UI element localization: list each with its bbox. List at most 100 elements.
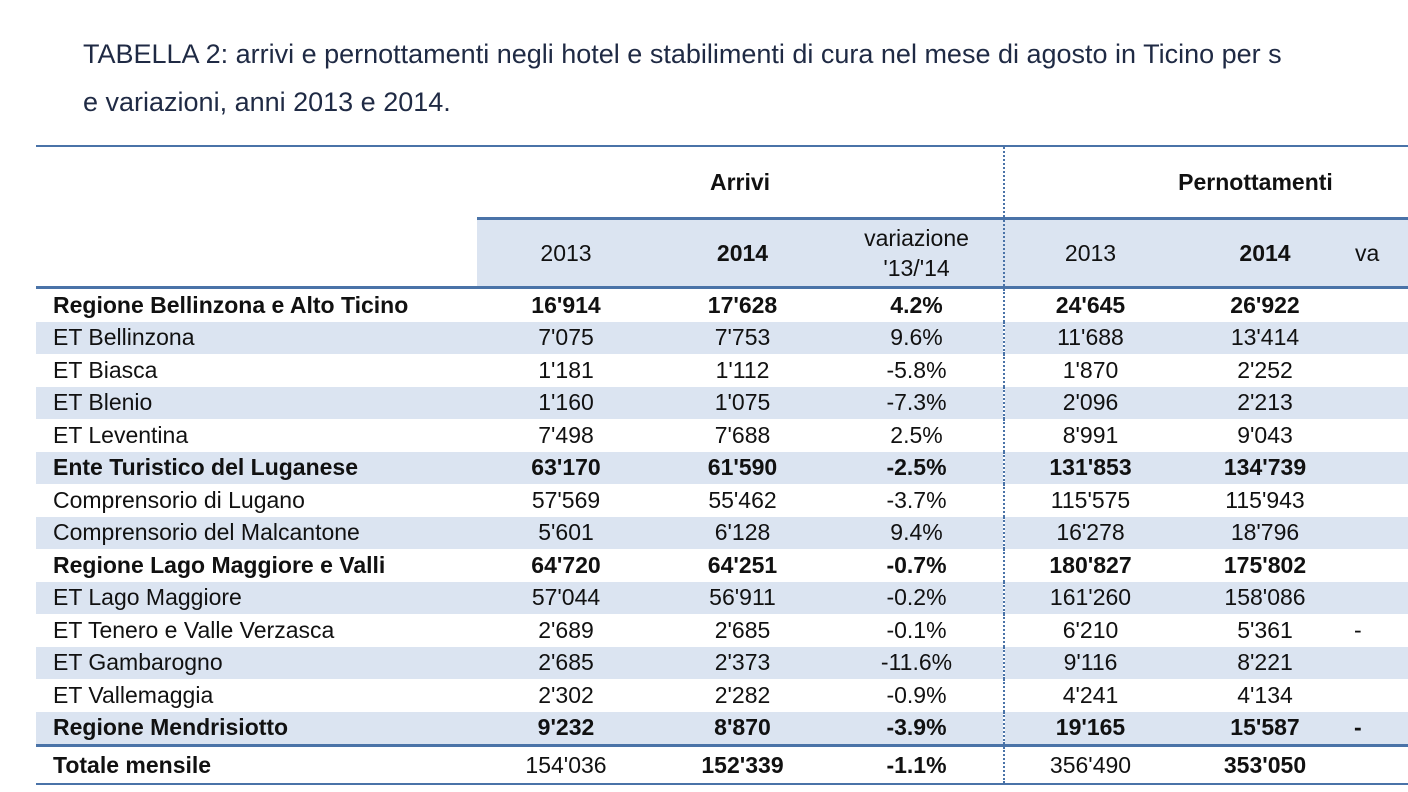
total-pern-2014: 353'050 bbox=[1176, 744, 1354, 785]
cell-pern-2014: 2'213 bbox=[1176, 386, 1354, 419]
arrivals-overnights-table: Arrivi Pernottamenti 2013 2014 variazion… bbox=[36, 145, 1408, 785]
header-arrivi-2014: 2014 bbox=[655, 218, 830, 289]
header-pern-2013: 2013 bbox=[1003, 218, 1176, 289]
cell-arrivi-2014: 1'112 bbox=[715, 356, 770, 383]
cell-arrivi-var: -3.7% bbox=[886, 486, 947, 513]
cell-arrivi-2013: 5'601 bbox=[477, 516, 655, 549]
total-pern-2013: 356'490 bbox=[1003, 744, 1176, 785]
cell-pern-2014: 158'086 bbox=[1176, 581, 1354, 614]
cell-arrivi-2013: 2'689 bbox=[538, 616, 594, 643]
cell-arrivi-2013: 57'569 bbox=[531, 486, 601, 513]
table-row: Regione Lago Maggiore e Valli 64'720 64'… bbox=[36, 549, 1408, 582]
cell-arrivi-2014: 64'251 bbox=[707, 551, 778, 578]
cell-pern-2014: 4'134 bbox=[1237, 681, 1293, 708]
cell-pern-2013: 2'096 bbox=[1003, 386, 1176, 419]
cell-pern-2013: 9'116 bbox=[1003, 646, 1176, 679]
row-label: Comprensorio del Malcantone bbox=[36, 516, 477, 549]
cell-pern-2013: 115'575 bbox=[1003, 484, 1176, 517]
cell-pern-2014: 2'252 bbox=[1237, 356, 1293, 383]
table-row: ET Blenio 1'160 1'075 -7.3% 2'096 2'213 bbox=[36, 386, 1408, 419]
row-label: ET Bellinzona bbox=[36, 321, 477, 354]
cell-arrivi-2014: 56'911 bbox=[655, 581, 830, 614]
header-pern-var-fragment: va bbox=[1355, 240, 1380, 266]
cell-pern-var bbox=[1354, 516, 1408, 549]
cell-arrivi-var: -2.5% bbox=[830, 451, 1004, 484]
row-label: ET Leventina bbox=[53, 421, 189, 448]
cell-arrivi-2013: 16'914 bbox=[531, 291, 601, 318]
cell-arrivi-2013: 9'232 bbox=[477, 711, 655, 746]
cell-pern-2013: 6'210 bbox=[1003, 614, 1176, 647]
cell-arrivi-2014: 6'128 bbox=[655, 516, 830, 549]
cell-arrivi-2014: 55'462 bbox=[708, 486, 777, 513]
row-label: Regione Lago Maggiore e Valli bbox=[53, 551, 386, 578]
caption-line-2: e variazioni, anni 2013 e 2014. bbox=[83, 87, 451, 117]
table-body: Regione Bellinzona e Alto Ticino 16'914 … bbox=[36, 287, 1408, 785]
cell-arrivi-var: -7.3% bbox=[830, 386, 1004, 419]
cell-pern-2014: 8'221 bbox=[1176, 646, 1354, 679]
total-pern-var bbox=[1354, 744, 1408, 785]
cell-arrivi-var: 2.5% bbox=[890, 421, 943, 448]
cell-arrivi-2014: 7'688 bbox=[714, 421, 771, 448]
cell-arrivi-2013: 63'170 bbox=[477, 451, 655, 484]
cell-pern-var bbox=[1354, 288, 1408, 322]
cell-pern-var bbox=[1354, 451, 1408, 484]
cell-arrivi-2014: 17'628 bbox=[707, 291, 778, 318]
header-blank bbox=[36, 145, 477, 219]
cell-arrivi-var: -3.9% bbox=[830, 711, 1004, 746]
header-years-row: 2013 2014 variazione '13/'14 2013 2014 v… bbox=[36, 218, 1408, 289]
row-label: ET Lago Maggiore bbox=[36, 581, 477, 614]
cell-arrivi-2014: 2'282 bbox=[714, 681, 771, 708]
table-row: ET Biasca 1'181 1'112 -5.8% 1'870 2'252 bbox=[36, 354, 1408, 387]
cell-arrivi-2013: 2'685 bbox=[477, 646, 655, 679]
header-variazione-line1: variazione bbox=[864, 225, 969, 251]
total-arrivi-2014: 152'339 bbox=[655, 744, 830, 785]
cell-arrivi-2014: 1'075 bbox=[655, 386, 830, 419]
cell-arrivi-2013: 2'302 bbox=[538, 681, 594, 708]
cell-pern-2014: 134'739 bbox=[1176, 451, 1354, 484]
cell-pern-2014: 9'043 bbox=[1237, 421, 1293, 448]
cell-pern-2014: 26'922 bbox=[1230, 291, 1300, 318]
table-row: ET Vallemaggia 2'302 2'282 -0.9% 4'241 4… bbox=[36, 679, 1408, 712]
caption-line-1: TABELLA 2: arrivi e pernottamenti negli … bbox=[83, 39, 1282, 69]
cell-pern-2014: 18'796 bbox=[1176, 516, 1354, 549]
table-row: ET Bellinzona 7'075 7'753 9.6% 11'688 13… bbox=[36, 321, 1408, 354]
cell-pern-var bbox=[1354, 386, 1408, 419]
table-row: ET Leventina 7'498 7'688 2.5% 8'991 9'04… bbox=[36, 419, 1408, 452]
total-label: Totale mensile bbox=[36, 744, 477, 785]
row-label: ET Biasca bbox=[53, 356, 158, 383]
table-row: Comprensorio del Malcantone 5'601 6'128 … bbox=[36, 516, 1408, 549]
cell-pern-2014: 115'943 bbox=[1225, 486, 1305, 513]
row-label: Ente Turistico del Luganese bbox=[36, 451, 477, 484]
cell-pern-2013: 19'165 bbox=[1003, 711, 1176, 746]
cell-arrivi-2013: 1'181 bbox=[538, 356, 594, 383]
cell-pern-2013: 8'991 bbox=[1003, 419, 1176, 452]
row-label: ET Gambarogno bbox=[36, 646, 477, 679]
cell-pern-2014: 175'802 bbox=[1223, 551, 1307, 578]
cell-pern-var bbox=[1354, 679, 1408, 712]
cell-pern-var bbox=[1354, 646, 1408, 679]
header-pern-variazione: va bbox=[1354, 218, 1408, 289]
row-label: ET Blenio bbox=[36, 386, 477, 419]
data-table-container: Arrivi Pernottamenti 2013 2014 variazion… bbox=[36, 145, 1408, 785]
table-row-total: Totale mensile 154'036 152'339 -1.1% 356… bbox=[36, 744, 1408, 785]
cell-arrivi-2013: 64'720 bbox=[531, 551, 601, 578]
cell-pern-2013: 131'853 bbox=[1003, 451, 1176, 484]
cell-pern-2013: 4'241 bbox=[1003, 679, 1176, 712]
cell-arrivi-var: -0.9% bbox=[886, 681, 947, 708]
header-group-row: Arrivi Pernottamenti bbox=[36, 145, 1408, 220]
cell-pern-var bbox=[1354, 354, 1408, 387]
cell-arrivi-var: -0.1% bbox=[886, 616, 947, 643]
cell-pern-2013: 1'870 bbox=[1003, 354, 1176, 387]
cell-arrivi-var: -0.7% bbox=[886, 551, 947, 578]
cell-arrivi-var: 9.6% bbox=[830, 321, 1004, 354]
cell-pern-2014: 15'587 bbox=[1176, 711, 1354, 746]
cell-pern-var: - bbox=[1354, 616, 1362, 643]
cell-pern-2014: 5'361 bbox=[1237, 616, 1293, 643]
cell-arrivi-2013: 1'160 bbox=[477, 386, 655, 419]
cell-arrivi-2014: 61'590 bbox=[655, 451, 830, 484]
row-label: Regione Bellinzona e Alto Ticino bbox=[53, 291, 409, 318]
cell-pern-var: - bbox=[1354, 711, 1408, 746]
table-row: Comprensorio di Lugano 57'569 55'462 -3.… bbox=[36, 484, 1408, 517]
cell-pern-var bbox=[1354, 581, 1408, 614]
header-variazione-line2: '13/'14 bbox=[883, 255, 950, 281]
